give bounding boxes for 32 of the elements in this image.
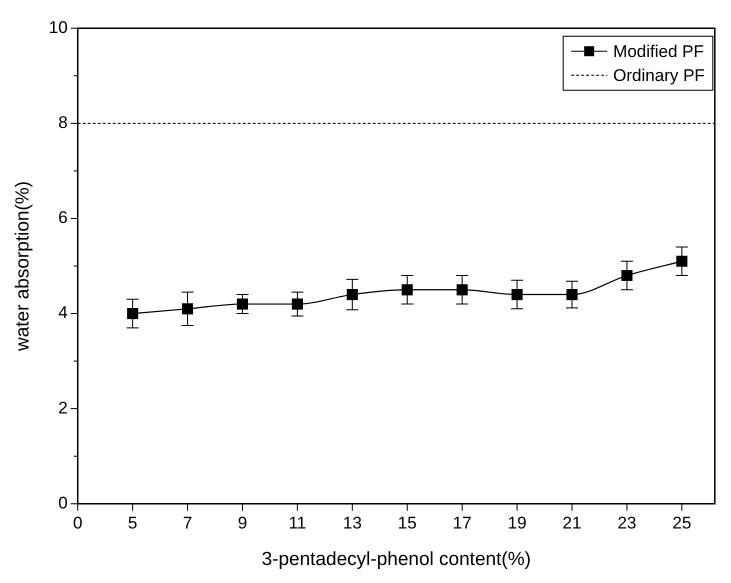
y-tick-label: 10 xyxy=(48,18,68,37)
point xyxy=(512,288,523,300)
legend-label: Ordinary PF xyxy=(613,66,705,85)
point xyxy=(566,288,578,300)
y-tick-label: 6 xyxy=(58,208,68,228)
x-tick-label: 23 xyxy=(617,514,636,533)
y-tick-label: 4 xyxy=(58,303,68,322)
x-tick-label: 21 xyxy=(562,514,582,533)
x-tick-label: 25 xyxy=(672,514,692,533)
legend-label: Modified PF xyxy=(613,42,704,61)
y-axis-title: water absorption(%) xyxy=(12,180,34,352)
x-tick-label: 13 xyxy=(342,514,362,533)
x-tick-label: 11 xyxy=(288,514,306,533)
x-tick-label: 5 xyxy=(128,514,138,533)
x-tick-label: 0 xyxy=(72,514,82,533)
y-tick-label: 8 xyxy=(58,113,68,132)
y-tick-label: 0 xyxy=(58,493,68,512)
point xyxy=(621,270,632,282)
x-tick-label: 7 xyxy=(182,514,192,533)
point xyxy=(127,308,138,320)
point xyxy=(676,256,688,267)
x-axis-title: 3-pentadecyl-phenol content(%) xyxy=(262,548,531,570)
point xyxy=(182,303,194,314)
point xyxy=(402,284,413,296)
x-tick-label: 15 xyxy=(398,514,417,533)
x-tick-label: 19 xyxy=(508,514,527,533)
y-tick-label: 2 xyxy=(58,398,68,418)
point xyxy=(456,284,468,296)
x-tick-label: 9 xyxy=(238,514,248,533)
point xyxy=(346,288,358,300)
point xyxy=(292,298,303,310)
x-tick-label: 17 xyxy=(452,514,472,533)
